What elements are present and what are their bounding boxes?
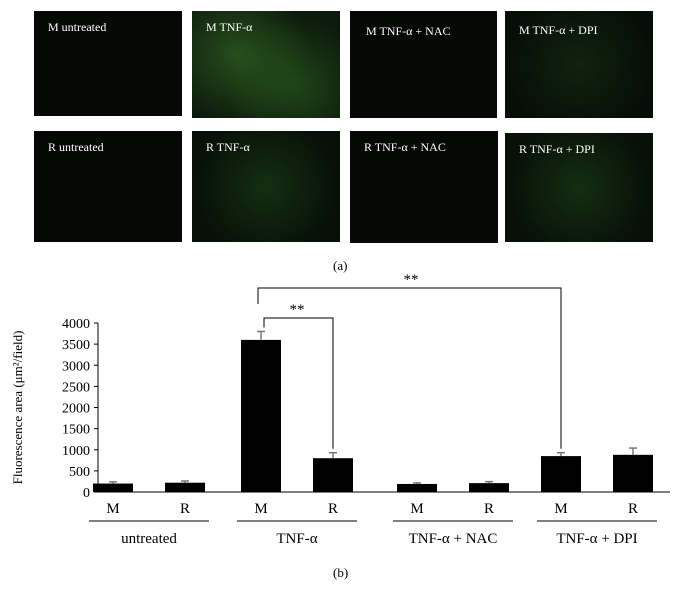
micrograph-label: R untreated — [48, 140, 104, 154]
micrograph-label: R TNF-α + NAC — [364, 140, 446, 154]
x-sub-label: R — [484, 501, 494, 517]
micrograph-label: R TNF-α + DPI — [519, 142, 595, 156]
x-sub-label: M — [254, 501, 267, 517]
micrograph-r-untreated: R untreated — [34, 131, 182, 242]
y-tick-label: 3000 — [62, 359, 90, 374]
significance-bracket — [257, 287, 562, 449]
micrograph-r-tnf: R TNF-α — [192, 131, 340, 242]
bar-tnf-dpi-r — [613, 454, 653, 492]
y-tick-label: 4000 — [62, 317, 90, 332]
x-sub-label: M — [554, 501, 567, 517]
bar-untreated-r — [165, 482, 205, 492]
micrograph-label: M untreated — [48, 20, 107, 34]
significance-bracket — [263, 317, 334, 449]
bar-tnf--m — [241, 339, 281, 492]
x-sub-label: R — [628, 501, 638, 517]
bar-tnf--r — [313, 458, 353, 492]
bar-tnf-dpi-m — [541, 456, 581, 492]
micrograph-label: M TNF-α + NAC — [366, 24, 451, 38]
x-group-label: TNF-α + DPI — [556, 531, 637, 547]
micrograph-m-tnf: M TNF-α — [192, 11, 340, 118]
y-tick-label: 2500 — [62, 380, 90, 395]
micrograph-label: M TNF-α — [206, 20, 253, 34]
bar-untreated-m — [93, 483, 133, 492]
y-tick-label: 2000 — [62, 402, 90, 417]
y-tick-label: 3500 — [62, 338, 90, 353]
fluorescence-bar-chart: 0 500 1000 1500 2000 2500 3000 3500 4000 Fluoresc… — [10, 272, 670, 547]
y-tick-label: 500 — [69, 465, 90, 480]
micrograph-r-tnf-dpi: R TNF-α + DPI — [505, 133, 653, 242]
micrograph-label: R TNF-α — [206, 140, 250, 154]
x-sub-label: R — [328, 501, 338, 517]
micrograph-m-tnf-nac: M TNF-α + NAC — [350, 11, 497, 118]
y-tick-label: 0 — [83, 486, 90, 501]
micrograph-m-untreated: M untreated — [34, 11, 182, 116]
micrograph-m-tnf-dpi: M TNF-α + DPI — [505, 11, 653, 118]
micrograph-label: M TNF-α + DPI — [519, 23, 598, 37]
panel-a-caption: (a) — [333, 258, 348, 273]
significance-label: ** — [404, 272, 419, 288]
x-group-label: TNF-α — [276, 531, 317, 547]
bar-tnf-nac-m — [397, 483, 437, 492]
x-group-label: TNF-α + NAC — [409, 531, 498, 547]
x-sub-label: R — [180, 501, 190, 517]
micrograph-r-tnf-nac: R TNF-α + NAC — [350, 131, 498, 243]
bar-tnf-nac-r — [469, 483, 509, 492]
x-sub-label: M — [106, 501, 119, 517]
x-sub-label: M — [410, 501, 423, 517]
x-group-label: untreated — [121, 531, 177, 547]
panel-b-caption: (b) — [333, 565, 349, 580]
y-tick-label: 1500 — [62, 423, 90, 438]
y-tick-label: 1000 — [62, 444, 90, 459]
y-axis-label: Fluorescence area (μm²/field) — [10, 331, 25, 485]
significance-label: ** — [290, 302, 305, 318]
